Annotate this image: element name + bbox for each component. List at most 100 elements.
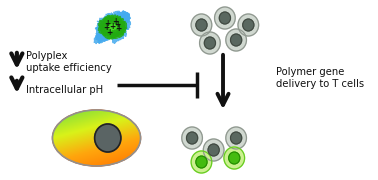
Ellipse shape (61, 115, 132, 161)
Ellipse shape (73, 123, 119, 153)
Text: +: + (104, 22, 110, 32)
Ellipse shape (72, 123, 121, 153)
Circle shape (204, 37, 215, 49)
Text: Intracellular pH: Intracellular pH (26, 85, 103, 95)
Ellipse shape (70, 121, 123, 155)
Ellipse shape (85, 131, 108, 145)
Ellipse shape (58, 114, 135, 163)
Ellipse shape (78, 127, 115, 150)
Circle shape (191, 14, 212, 36)
Ellipse shape (91, 134, 102, 141)
Ellipse shape (55, 111, 138, 165)
Ellipse shape (86, 131, 107, 145)
Ellipse shape (63, 117, 130, 159)
Ellipse shape (59, 114, 134, 162)
Ellipse shape (69, 120, 124, 156)
Ellipse shape (90, 134, 102, 142)
Text: +: + (109, 21, 116, 30)
Circle shape (215, 7, 235, 29)
Ellipse shape (94, 137, 99, 139)
Ellipse shape (82, 129, 111, 147)
Ellipse shape (60, 115, 133, 161)
Ellipse shape (89, 133, 104, 143)
Ellipse shape (66, 119, 127, 157)
Ellipse shape (87, 132, 106, 144)
Ellipse shape (76, 125, 117, 151)
Text: Polymer gene
delivery to T cells: Polymer gene delivery to T cells (276, 67, 364, 89)
Ellipse shape (57, 113, 136, 163)
Circle shape (231, 34, 242, 46)
Ellipse shape (56, 112, 137, 164)
Ellipse shape (71, 122, 122, 154)
Text: Polyplex
uptake efficiency: Polyplex uptake efficiency (26, 51, 112, 73)
Ellipse shape (92, 135, 101, 141)
Ellipse shape (73, 123, 120, 153)
Circle shape (203, 139, 224, 161)
Ellipse shape (55, 112, 138, 164)
Circle shape (196, 156, 207, 168)
Ellipse shape (88, 132, 105, 144)
Ellipse shape (84, 130, 109, 146)
Ellipse shape (89, 133, 104, 143)
Ellipse shape (53, 110, 140, 166)
Ellipse shape (54, 111, 139, 165)
Text: +: + (114, 19, 120, 28)
Ellipse shape (94, 136, 99, 140)
Ellipse shape (66, 118, 127, 158)
Circle shape (191, 151, 212, 173)
Circle shape (224, 147, 245, 169)
Ellipse shape (71, 122, 122, 154)
Circle shape (196, 19, 207, 31)
Ellipse shape (85, 131, 107, 145)
Ellipse shape (91, 135, 101, 141)
Ellipse shape (67, 120, 126, 157)
Text: +: + (115, 24, 121, 33)
Ellipse shape (65, 118, 128, 158)
Circle shape (226, 29, 246, 51)
Circle shape (243, 19, 254, 31)
Circle shape (238, 14, 259, 36)
Ellipse shape (77, 126, 116, 150)
Ellipse shape (79, 127, 114, 149)
Ellipse shape (77, 125, 116, 151)
Ellipse shape (84, 130, 108, 146)
Ellipse shape (87, 132, 107, 144)
Circle shape (219, 12, 231, 24)
Ellipse shape (78, 126, 115, 150)
Ellipse shape (53, 110, 141, 166)
Ellipse shape (83, 130, 110, 146)
Ellipse shape (90, 134, 103, 142)
Circle shape (200, 32, 220, 54)
Ellipse shape (57, 113, 136, 163)
Ellipse shape (74, 124, 119, 152)
Ellipse shape (72, 122, 121, 154)
Ellipse shape (82, 129, 112, 147)
Ellipse shape (93, 136, 100, 140)
Ellipse shape (81, 128, 112, 148)
Ellipse shape (70, 121, 124, 155)
Ellipse shape (80, 127, 113, 148)
Text: +: + (112, 17, 118, 26)
Ellipse shape (54, 111, 139, 165)
Ellipse shape (76, 125, 118, 151)
Circle shape (186, 132, 198, 144)
Ellipse shape (68, 120, 125, 156)
Ellipse shape (81, 128, 113, 148)
Ellipse shape (64, 117, 130, 159)
Circle shape (182, 127, 202, 149)
Ellipse shape (64, 117, 129, 159)
Ellipse shape (74, 124, 119, 152)
Ellipse shape (59, 114, 135, 162)
Ellipse shape (60, 114, 133, 161)
Ellipse shape (95, 137, 98, 139)
Ellipse shape (95, 137, 98, 139)
Circle shape (226, 127, 246, 149)
Circle shape (229, 152, 240, 164)
Ellipse shape (79, 127, 113, 149)
Ellipse shape (93, 136, 101, 140)
Circle shape (231, 132, 242, 144)
Circle shape (94, 124, 121, 152)
Ellipse shape (75, 124, 118, 152)
Circle shape (208, 144, 219, 156)
Ellipse shape (65, 118, 129, 158)
